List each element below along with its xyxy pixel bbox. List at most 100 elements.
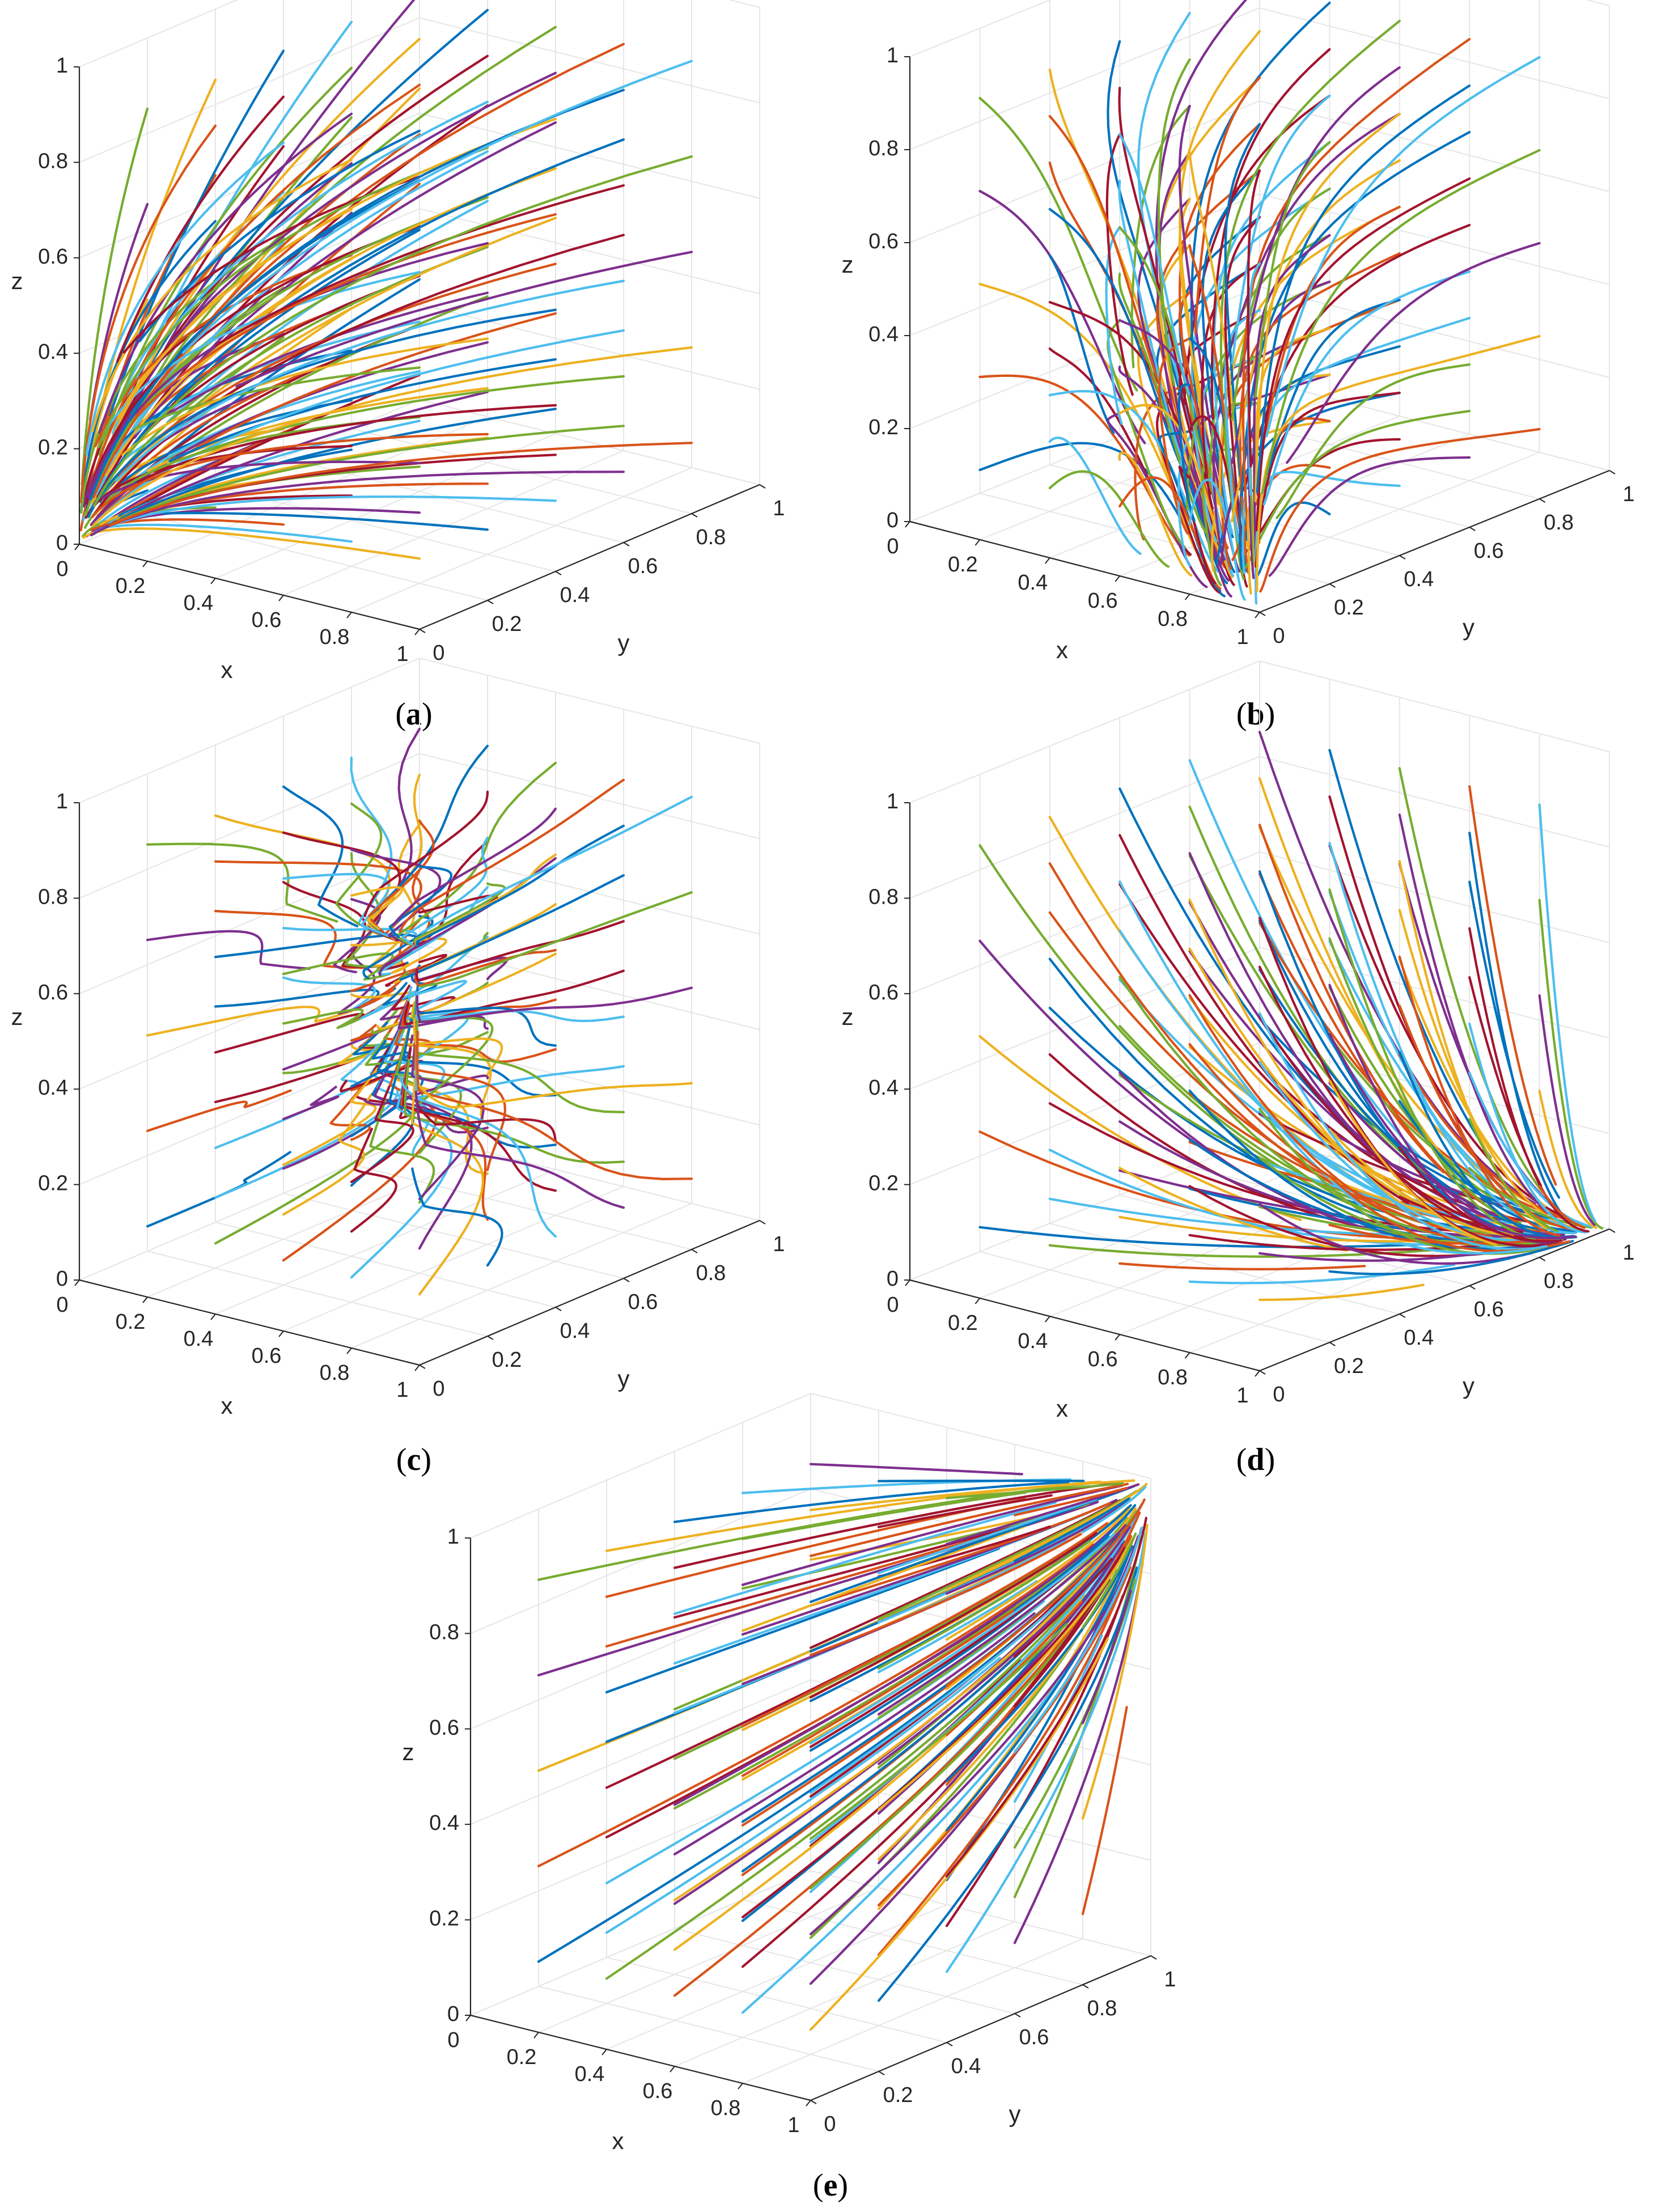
trajectory-line [137,404,557,484]
x-tick-label: 0.6 [1088,1347,1118,1371]
x-tick [670,2066,675,2073]
trajectory-line [101,370,421,509]
trajectory-line [120,145,285,414]
gridline [419,658,760,744]
z-tick-label: 0 [447,2002,459,2026]
x-tick-label: 0.6 [252,608,282,632]
gridline [1259,100,1610,192]
trajectory-line [282,1008,371,1029]
x-tick [738,2083,743,2090]
trajectory-line [809,1532,1098,1699]
gridline [470,1679,811,1825]
trajectory-line [1194,76,1261,335]
trajectory-line [1105,226,1123,425]
trajectory-line [1247,169,1261,468]
trajectory-line [809,1479,1135,1511]
x-axis-line [79,1279,420,1366]
trajectory-line [92,43,625,499]
y-tick [623,1278,630,1282]
z-tick-label: 1 [447,1525,459,1549]
y-tick-label: 0 [1273,624,1285,648]
y-tick-label: 0 [824,2112,836,2136]
trajectory-line [1177,383,1196,522]
trajectory-line [1118,476,1222,590]
gridline [470,1774,811,1921]
y-tick [946,2042,953,2046]
axes: 0 0.2 0.4 0.6 0.8 1 0 0.2 0.4 0.6 0.8 1 0 0.2 0.4 0.6 0.… [842,44,1635,663]
trajectory-line [414,949,557,987]
trajectory-line [877,1498,1098,1574]
x-tick [1045,1316,1050,1323]
trajectory-line [101,460,421,500]
gridline [1585,0,1610,6]
panel-caption: (b) [1236,697,1275,732]
trajectory-line [945,1483,1140,1545]
trajectory-line [1188,1264,1456,1285]
trajectory-line [170,71,557,344]
x-tick [74,544,80,550]
trajectory-line [90,471,625,537]
trajectory-line [1328,1175,1571,1252]
trajectory-line [1241,316,1471,574]
trajectory-line [110,54,489,446]
x-tick [142,561,148,567]
gridline [742,1938,1083,2084]
trajectory-line [392,807,557,926]
y-tick [487,1336,494,1340]
trajectory-line [809,1533,1082,1656]
trajectory-line [98,112,353,434]
panel-caption: (c) [396,1442,431,1477]
z-tick-label: 0.4 [429,1811,459,1835]
x-tick-label: 1 [396,642,408,666]
x-tick-label: 1 [1236,625,1248,649]
x-tick-label: 0.8 [1158,607,1188,631]
y-tick-label: 0.6 [628,1290,658,1314]
trajectory-line [1081,1524,1149,1820]
y-tick-label: 0.6 [1474,539,1504,563]
x-tick-label: 0.6 [643,2079,673,2103]
y-tick [1014,2013,1021,2018]
trajectory-line [410,1060,484,1296]
trajectory-line [1258,1283,1425,1301]
gridline [470,1393,811,1539]
trajectory-line [978,844,1388,1220]
trajectory-line [1258,968,1459,1194]
z-tick-label: 0.2 [38,1172,68,1196]
trajectory-line [1118,1024,1516,1236]
y-tick-label: 1 [1622,482,1634,506]
trajectory-line [1256,334,1541,592]
x-tick-label: 0.8 [320,1361,350,1385]
trajectory-line [404,1058,625,1164]
x-tick [806,2100,811,2107]
trajectory-line [1258,872,1445,1173]
trajectory-line [945,1482,1148,1591]
trajectory-line [1328,842,1576,1235]
trajectory-line [877,1537,1134,1811]
gridline [980,493,1330,584]
trajectory-line [1241,37,1471,551]
trajectory-line [1013,1556,1121,1707]
x-tick [1255,612,1260,618]
z-tick-label: 0.2 [868,1172,899,1196]
axes: 0 0.2 0.4 0.6 0.8 1 0 0.2 0.4 0.6 0.8 1 0 0.2 0.4 0.6 0.… [402,1525,1176,2154]
trajectory-line [1468,927,1590,1233]
trajectory-line [350,1085,414,1183]
y-tick-label: 0.8 [696,1261,726,1285]
z-tick-label: 0.6 [38,981,68,1005]
gridline [147,515,488,601]
trajectory-line [1013,1558,1113,1658]
trajectory-line [1105,133,1134,396]
gridline [419,944,760,1031]
y-tick [691,513,698,518]
x-tick [278,595,284,601]
trajectory-line [1081,1486,1147,1533]
trajectory-line [1048,1149,1450,1246]
y-tick [419,629,426,633]
gridline [727,0,760,8]
trajectory-line [215,184,625,346]
gridline [283,1193,624,1279]
gridline [909,947,1260,1090]
trajectory-line [1118,133,1190,396]
trajectory-line [416,1030,693,1180]
y-tick [419,1365,426,1369]
